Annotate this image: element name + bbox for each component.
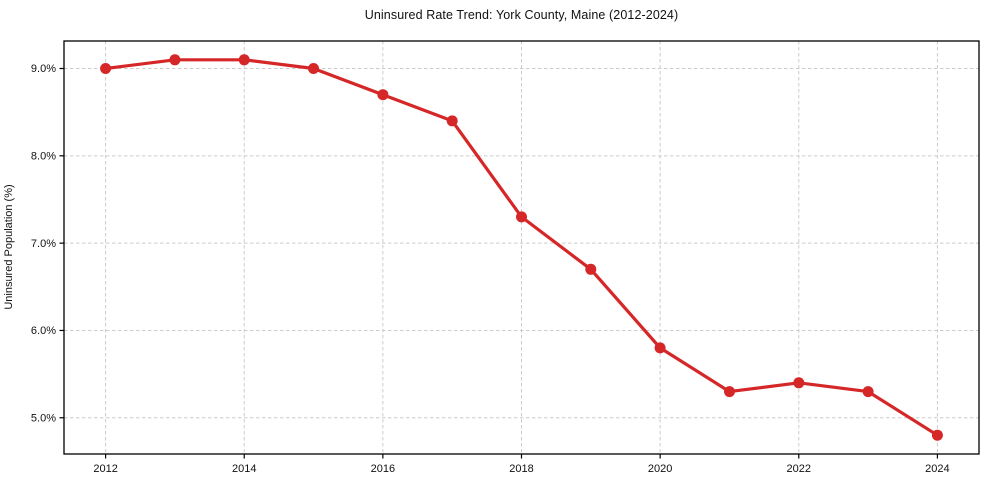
data-point <box>931 429 943 441</box>
y-tick-label: 8.0% <box>31 151 56 163</box>
data-point <box>724 386 735 398</box>
data-point <box>169 54 181 66</box>
data-point <box>585 263 597 275</box>
x-tick-label: 2024 <box>925 463 949 475</box>
y-tick-label: 6.0% <box>31 325 56 337</box>
x-tick-label: 2014 <box>232 463 256 475</box>
x-tick-label: 2016 <box>371 463 395 475</box>
data-point <box>446 115 458 127</box>
x-tick-label: 2022 <box>787 463 811 475</box>
data-point <box>377 89 389 101</box>
y-tick-label: 9.0% <box>31 63 56 75</box>
data-point <box>793 377 805 389</box>
y-tick-label: 5.0% <box>31 412 56 424</box>
data-point <box>862 386 874 398</box>
data-point <box>238 54 250 66</box>
data-point <box>516 211 527 223</box>
data-point <box>654 342 666 354</box>
x-tick-label: 2012 <box>93 463 117 475</box>
data-point <box>100 63 112 74</box>
y-tick-label: 7.0% <box>31 238 56 250</box>
x-tick-label: 2020 <box>648 463 672 475</box>
data-point <box>308 63 319 74</box>
x-tick-label: 2018 <box>509 463 533 475</box>
chart-title: Uninsured Rate Trend: York County, Maine… <box>364 8 679 22</box>
